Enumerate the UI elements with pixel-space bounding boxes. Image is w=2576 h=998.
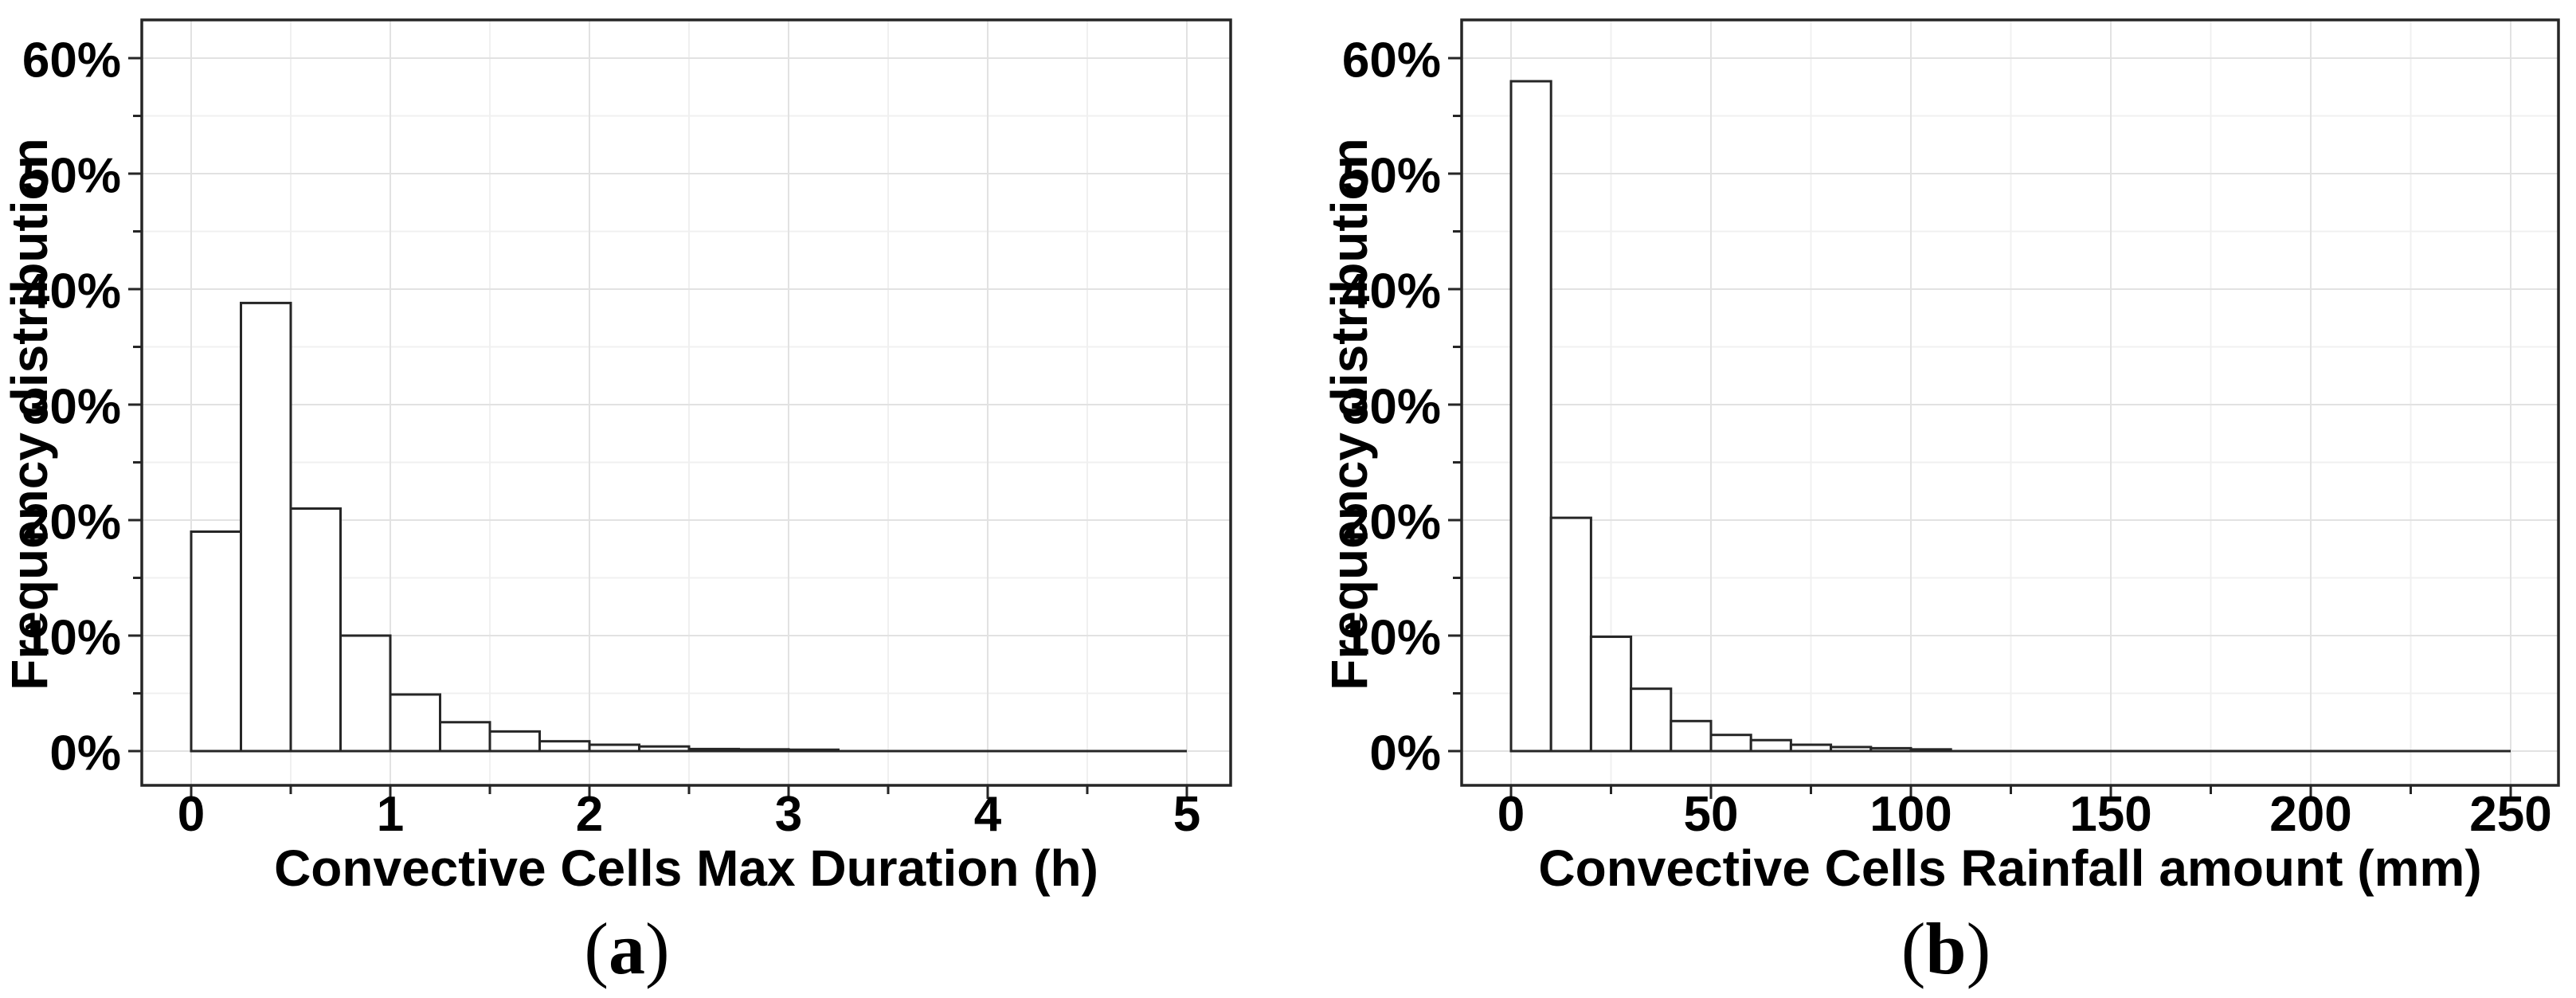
y-tick-label: 10%	[22, 611, 121, 666]
panel-border	[140, 18, 1232, 787]
y-tick-label: 30%	[22, 380, 121, 435]
histogram-panel-a: 0% 10% 20% 30% 40% 50% 60% 0 1 2 3 4 5 Convective Cel…	[1, 18, 1232, 989]
histogram-bar	[1869, 746, 1912, 753]
axis-ticks	[128, 57, 1188, 799]
y-tick-label: 50%	[1342, 149, 1441, 204]
panel-caption: (b)	[1901, 908, 1991, 989]
y-tick-label: 10%	[1342, 611, 1441, 666]
histogram-bar	[1789, 743, 1833, 753]
axis-ticks	[1448, 57, 2512, 799]
histogram-bar	[787, 748, 840, 753]
histogram-bar	[488, 730, 541, 753]
histogram-bar	[1589, 635, 1633, 753]
y-tick-label: 0%	[49, 726, 121, 781]
histogram-bar	[1909, 748, 1952, 753]
x-tick-label: 50	[1684, 787, 1739, 842]
y-tick-label: 40%	[1342, 264, 1441, 319]
histogram-bar	[439, 721, 491, 753]
y-tick-label: 20%	[22, 495, 121, 550]
histogram-bars	[190, 301, 1187, 753]
y-tick-label: 0%	[1369, 726, 1441, 781]
x-tick-label: 0	[1497, 787, 1525, 842]
histogram-bar	[687, 747, 740, 753]
panel-caption: (a)	[584, 908, 669, 989]
y-tick-label: 50%	[22, 149, 121, 204]
histogram-bar	[738, 748, 790, 753]
histogram-bar	[588, 743, 640, 753]
histogram-bar	[339, 634, 392, 753]
histogram-bar	[538, 740, 591, 753]
x-tick-label: 2	[576, 787, 603, 842]
x-tick-label: 4	[974, 787, 1002, 842]
histogram-bar	[1830, 746, 1873, 753]
x-tick-label: 1	[377, 787, 404, 842]
histogram-bar	[389, 693, 441, 753]
histogram-bar	[1630, 687, 1673, 753]
tick-labels: 0% 10% 20% 30% 40% 50% 60% 0 1 2 3 4 5	[22, 33, 1200, 843]
x-tick-label: 150	[2069, 787, 2151, 842]
histogram-bar	[638, 745, 691, 753]
x-axis-title: Convective Cells Max Duration (h)	[274, 839, 1098, 897]
y-tick-label: 30%	[1342, 380, 1441, 435]
y-tick-label: 60%	[22, 33, 121, 88]
y-tick-label: 40%	[22, 264, 121, 319]
histogram-bar	[1509, 80, 1552, 753]
x-tick-label: 200	[2269, 787, 2351, 842]
x-axis-title: Convective Cells Rainfall amount (mm)	[1538, 839, 2481, 897]
x-tick-label: 3	[775, 787, 802, 842]
histogram-panel-b: 0% 10% 20% 30% 40% 50% 60% 0 50 100 150 200 250Conve…	[1321, 18, 2560, 989]
x-tick-label: 100	[1869, 787, 1952, 842]
x-tick-label: 5	[1173, 787, 1200, 842]
x-tick-label: 250	[2469, 787, 2551, 842]
histogram-bar	[240, 301, 292, 753]
histogram-bar	[289, 507, 342, 753]
y-axis-title: Frequency distribution	[1321, 138, 1378, 690]
histogram-bar	[1549, 516, 1592, 753]
histogram-bar	[190, 530, 242, 753]
y-tick-label: 20%	[1342, 495, 1441, 550]
y-axis-title: Frequency distribution	[1, 138, 58, 690]
tick-labels: 0% 10% 20% 30% 40% 50% 60% 0 50 100 150 200 250	[1342, 33, 2552, 843]
histogram-bars	[1509, 80, 2511, 753]
histogram-bar	[1670, 719, 1713, 753]
x-tick-label: 0	[178, 787, 205, 842]
histogram-bar	[1749, 738, 1792, 753]
y-tick-label: 60%	[1342, 33, 1441, 88]
histogram-bar	[1709, 734, 1752, 753]
